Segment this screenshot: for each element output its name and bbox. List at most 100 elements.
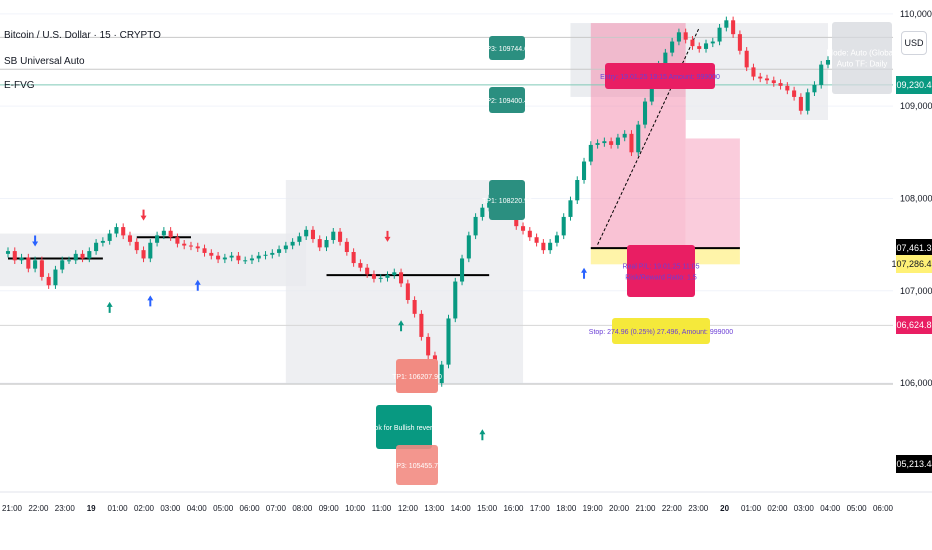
candle-body xyxy=(717,27,722,42)
candle-body xyxy=(249,258,254,261)
y-tick-label: 110,000.00 xyxy=(900,9,932,19)
candle-body xyxy=(46,276,51,286)
candle-body xyxy=(100,240,105,243)
candle-body xyxy=(426,336,431,356)
x-tick-label: 11:00 xyxy=(372,504,392,513)
candle-body xyxy=(521,226,526,231)
mode-label: Mode: Auto (Global) Auto TF: Daily xyxy=(826,22,898,94)
candle-body xyxy=(175,237,180,244)
candle-body xyxy=(642,101,648,125)
tp3-label: TP3: 109744.65 xyxy=(482,36,532,60)
x-tick-label: 02:00 xyxy=(134,504,155,513)
candle-body xyxy=(480,207,485,217)
price-label-current: 109,230.48 xyxy=(891,75,932,94)
candle-body xyxy=(324,240,329,248)
candle-body xyxy=(534,237,539,243)
candle-body xyxy=(283,245,288,250)
candle-body xyxy=(588,144,593,162)
bear-tp1-label-text: TP1: 106207.90 xyxy=(392,374,442,381)
candle-body xyxy=(737,34,742,51)
bear-tp3-label-bg xyxy=(396,445,438,485)
candle-body xyxy=(582,161,587,180)
candle-body xyxy=(819,64,824,85)
realpl-label-bg xyxy=(627,245,695,297)
candle-body xyxy=(222,257,227,260)
candle-body xyxy=(744,50,749,68)
entry-label-text: Entry: 19.01.25 19:15 Amount: 999000 xyxy=(600,74,720,81)
candle-body xyxy=(575,180,580,201)
candle-body xyxy=(527,230,532,238)
up-arrow-icon xyxy=(106,301,113,313)
candle-body xyxy=(195,246,200,249)
candle-body xyxy=(561,216,566,236)
candle-body xyxy=(399,272,404,284)
x-tick-label: 07:00 xyxy=(266,504,287,513)
currency-button[interactable]: USD xyxy=(901,31,927,55)
mode-label-text: Mode: Auto (Global) xyxy=(826,49,897,58)
candle-body xyxy=(331,231,336,240)
indicator-label-efvg[interactable]: E-FVG xyxy=(4,80,35,91)
candle-body xyxy=(114,227,119,234)
candle-body xyxy=(5,251,11,254)
x-tick-label: 20:00 xyxy=(609,504,630,513)
candle-body xyxy=(351,252,356,264)
candle-body xyxy=(412,300,417,314)
down-arrow-icon xyxy=(384,230,391,242)
indicator-label-sb-universal[interactable]: SB Universal Auto xyxy=(4,56,85,67)
candle-body xyxy=(703,43,709,49)
candle-body xyxy=(141,250,146,259)
candle-body xyxy=(243,260,248,262)
candle-body xyxy=(12,251,17,261)
candle-body xyxy=(785,85,790,91)
x-tick-label: 04:00 xyxy=(187,504,208,513)
candle-body xyxy=(541,242,546,251)
candle-body xyxy=(270,252,275,255)
x-tick-label: 08:00 xyxy=(292,504,313,513)
candle-body xyxy=(609,141,614,145)
up-arrow-icon xyxy=(194,279,201,291)
candle-body xyxy=(161,230,166,236)
candle-body xyxy=(731,20,736,35)
candle-body xyxy=(595,143,600,145)
candle-body xyxy=(439,364,444,384)
tp3-label-text: TP3: 109744.65 xyxy=(482,46,532,53)
candle-body xyxy=(548,242,553,251)
x-tick-label: 21:00 xyxy=(635,504,656,513)
x-tick-label: 17:00 xyxy=(530,504,551,513)
realpl-label: Real P/L: 19.01.25 11:05 Risk/Reward Rati… xyxy=(623,245,700,297)
trade-labels: TP3: 109744.65 TP2: 109400.41 TP1: 108220.… xyxy=(367,22,898,485)
candle-body xyxy=(778,83,783,86)
candle-body xyxy=(182,243,187,246)
candle-body xyxy=(764,78,770,81)
price-label-level: 106,624.86 xyxy=(891,316,932,335)
candle-body xyxy=(805,92,810,111)
candle-body xyxy=(155,235,160,243)
tp2-label-text: TP2: 109400.41 xyxy=(482,98,532,105)
candle-body xyxy=(446,318,451,365)
y-tick-label: 108,000.00 xyxy=(900,193,932,203)
candle-body xyxy=(188,245,194,247)
up-arrow-icon xyxy=(147,295,154,307)
x-tick-label: 23:00 xyxy=(55,504,76,513)
x-tick-label: 14:00 xyxy=(451,504,472,513)
up-arrow-icon xyxy=(479,429,486,441)
candle-body xyxy=(683,32,688,40)
look-for-label-text: Look for Bullish reversal xyxy=(367,425,442,432)
candle-body xyxy=(792,90,797,97)
candle-body xyxy=(53,269,58,286)
tp1-label-bg xyxy=(489,180,525,220)
x-tick-label: 16:00 xyxy=(503,504,524,513)
x-tick-label: 18:00 xyxy=(556,504,577,513)
candle-body xyxy=(317,239,322,248)
candle-body xyxy=(419,313,424,337)
candle-body xyxy=(297,236,302,242)
x-tick-label: 03:00 xyxy=(794,504,815,513)
candle-body xyxy=(405,283,410,300)
candle-body xyxy=(460,258,465,282)
candle-body xyxy=(87,251,92,259)
x-tick-label: 15:00 xyxy=(477,504,498,513)
candle-body xyxy=(453,281,458,319)
candle-body xyxy=(134,241,139,251)
candle-body xyxy=(385,275,390,278)
